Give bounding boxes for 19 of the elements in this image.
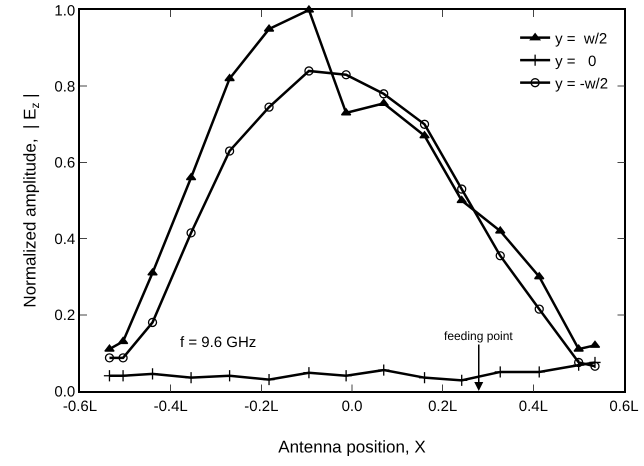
x-tick-label: 0.2L <box>428 398 458 415</box>
x-tick-label: 0.0 <box>342 398 362 415</box>
y-tick-label: 1.0 <box>54 2 76 20</box>
legend-label: y = 0 <box>555 53 596 70</box>
y-tick-label: 0.8 <box>54 78 76 96</box>
x-tick-label: -0.2L <box>244 398 278 415</box>
annotation: f = 9.6 GHz <box>180 334 256 351</box>
y-tick-label: 0.4 <box>54 230 76 248</box>
y-tick-label: 0.6 <box>54 154 76 172</box>
y-tick-label: 0.2 <box>54 307 76 324</box>
x-tick-label: -0.6L <box>62 398 98 415</box>
x-tick-label: 0.6L <box>609 398 639 415</box>
x-tick-label: -0.4L <box>154 398 188 415</box>
legend-label: y = w/2 <box>555 30 608 48</box>
x-axis-title: Antenna position, X <box>278 438 426 456</box>
y-tick-label: 0.0 <box>54 383 76 400</box>
annotation: feeding point <box>444 329 514 343</box>
x-tick-label: 0.4L <box>518 398 548 415</box>
legend-label: y = -w/2 <box>555 76 608 93</box>
